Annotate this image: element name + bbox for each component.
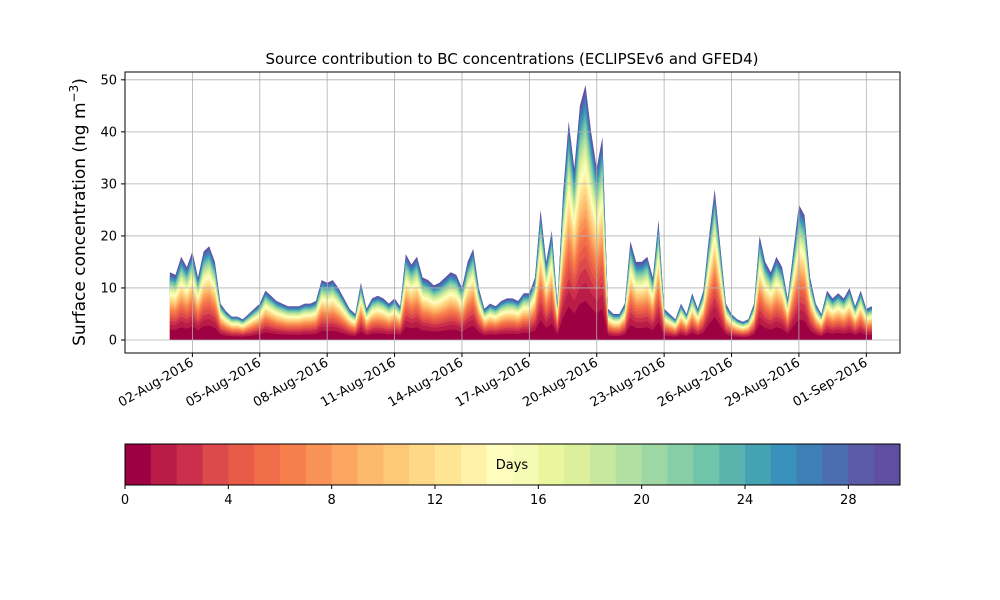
colorbar-cell: [719, 444, 746, 485]
colorbar-cell: [383, 444, 410, 485]
y-axis-label-close: ): [70, 78, 90, 85]
y-axis-label-exponent: −3: [67, 85, 81, 103]
plot-area: 0 10 20 30 40 50 02-Aug-201605-Aug-201608-Aug…: [100, 71, 901, 411]
x-tick-label: 11-Aug-2016: [318, 355, 398, 410]
colorbar-cell: [176, 444, 203, 485]
x-tick-label: 17-Aug-2016: [453, 355, 533, 410]
x-tick-label: 23-Aug-2016: [588, 355, 668, 410]
y-axis: 0 10 20 30 40 50: [100, 73, 125, 348]
chart-title: Source contribution to BC concentrations…: [265, 50, 758, 68]
x-axis: 02-Aug-201605-Aug-201608-Aug-201611-Aug-…: [116, 353, 870, 411]
x-tick-label: 26-Aug-2016: [655, 355, 735, 410]
y-axis-label-main: Surface concentration (ng m: [70, 102, 90, 345]
colorbar-cell: [745, 444, 772, 485]
colorbar-cell: [331, 444, 358, 485]
y-axis-label: Surface concentration (ng m−3): [67, 78, 90, 346]
colorbar-cell: [641, 444, 668, 485]
x-tick-label: 02-Aug-2016: [116, 355, 196, 410]
x-tick-label: 20-Aug-2016: [520, 355, 600, 410]
colorbar-cell: [435, 444, 462, 485]
colorbar-tick-label: 24: [737, 493, 754, 508]
colorbar-cell: [874, 444, 901, 485]
x-tick-label: 14-Aug-2016: [386, 355, 466, 410]
stacked-area-bands: [169, 85, 872, 340]
colorbar-cell: [667, 444, 694, 485]
colorbar-cell: [486, 444, 513, 485]
colorbar-cells: [125, 444, 901, 485]
colorbar-cell: [615, 444, 643, 485]
colorbar-cell: [538, 444, 565, 485]
colorbar-cell: [202, 444, 229, 485]
colorbar-cell: [693, 444, 720, 485]
colorbar-cell: [512, 444, 539, 485]
colorbar-cell: [564, 444, 591, 485]
colorbar-cell: [460, 444, 488, 485]
colorbar-ticks: 0 4 8 12 16 20 24 28: [121, 485, 857, 508]
colorbar-cell: [228, 444, 255, 485]
colorbar-cell: [770, 444, 798, 485]
colorbar-tick-label: 16: [530, 493, 547, 508]
colorbar: Days 0 4 8 12 16 20 24 28: [121, 443, 901, 508]
area-band-day-0: [169, 300, 872, 340]
colorbar-tick-label: 0: [121, 493, 129, 508]
y-tick-label: 20: [100, 229, 117, 244]
grid-lines: [125, 72, 900, 353]
colorbar-cell: [822, 444, 849, 485]
colorbar-cell: [848, 444, 875, 485]
colorbar-cell: [254, 444, 281, 485]
colorbar-cell: [150, 444, 178, 485]
y-tick-label: 50: [100, 73, 117, 88]
colorbar-cell: [305, 444, 333, 485]
colorbar-cell: [796, 444, 823, 485]
x-tick-label: 29-Aug-2016: [723, 355, 803, 410]
colorbar-label: Days: [496, 458, 529, 473]
colorbar-cell: [125, 444, 152, 485]
y-tick-label: 40: [100, 125, 117, 140]
colorbar-tick-label: 4: [224, 493, 232, 508]
colorbar-tick-label: 28: [840, 493, 857, 508]
x-tick-label: 05-Aug-2016: [183, 355, 263, 410]
colorbar-cell: [280, 444, 307, 485]
colorbar-tick-label: 12: [427, 493, 444, 508]
colorbar-cell: [357, 444, 384, 485]
plot-frame: [124, 71, 901, 354]
colorbar-cell: [590, 444, 617, 485]
y-tick-label: 30: [100, 177, 117, 192]
y-tick-label: 10: [100, 281, 117, 296]
colorbar-tick-label: 8: [328, 493, 336, 508]
x-tick-label: 01-Sep-2016: [790, 355, 870, 410]
y-tick-label: 0: [109, 333, 117, 348]
colorbar-cell: [409, 444, 436, 485]
colorbar-frame: [124, 443, 901, 486]
x-tick-label: 08-Aug-2016: [251, 355, 331, 410]
colorbar-tick-label: 20: [633, 493, 650, 508]
